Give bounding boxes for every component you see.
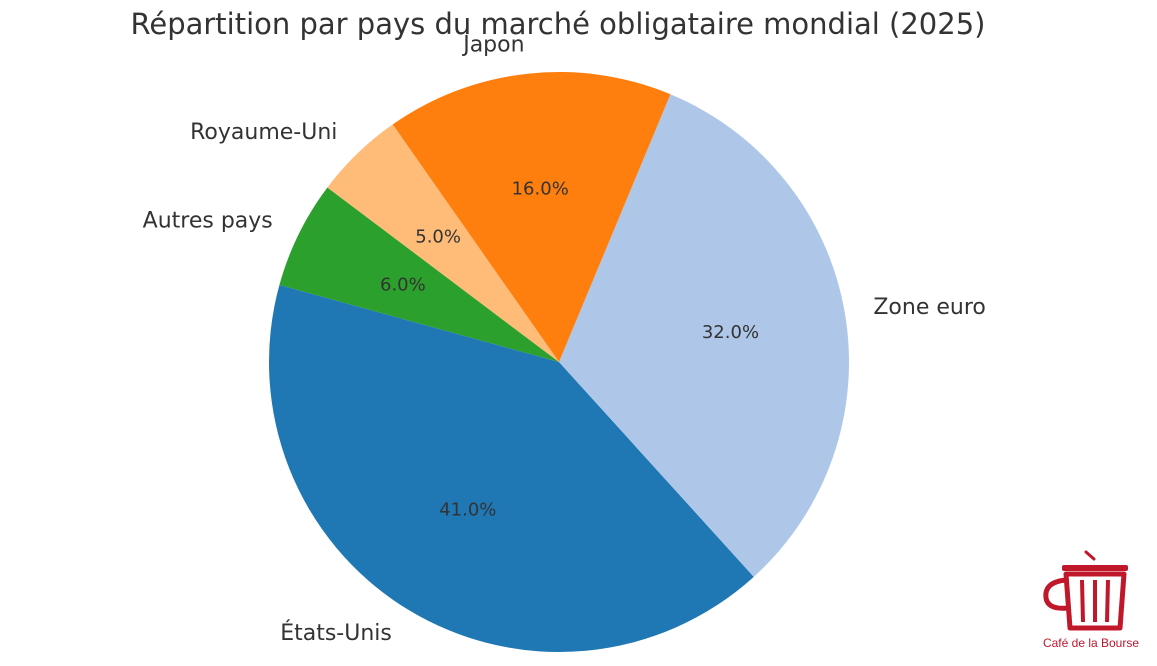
slice-label-royaume-uni: Royaume-Uni [190,120,337,145]
pie-slice-autres-pays [279,187,559,362]
trash-bin-logo-icon [1043,550,1128,631]
pie-labels: 6.0% Autres pays 41.0% États-Unis 32.0% Zone … [143,32,986,646]
pct-label-autres-pays: 6.0% [380,275,426,296]
brand-logo: Café de la Bourse [1036,550,1146,656]
pie-slices [269,72,849,652]
pie-slice-etats-unis [269,284,754,652]
pct-label-japon: 16.0% [512,179,569,200]
slice-label-autres-pays: Autres pays [143,209,273,234]
pie-slice-royaume-uni [327,124,559,362]
logo-text: Café de la Bourse [1042,636,1140,650]
slice-label-zone-euro: Zone euro [873,295,986,320]
pct-label-royaume-uni: 5.0% [415,226,461,247]
chart-title: Répartition par pays du marché obligatai… [131,7,986,41]
pct-label-etats-unis: 41.0% [439,500,496,521]
slice-label-etats-unis: États-Unis [280,620,392,646]
pct-label-zone-euro: 32.0% [702,322,759,343]
pie-slice-japon [392,72,671,362]
slice-label-japon: Japon [461,32,524,57]
pie-slice-zone-euro [559,94,849,577]
